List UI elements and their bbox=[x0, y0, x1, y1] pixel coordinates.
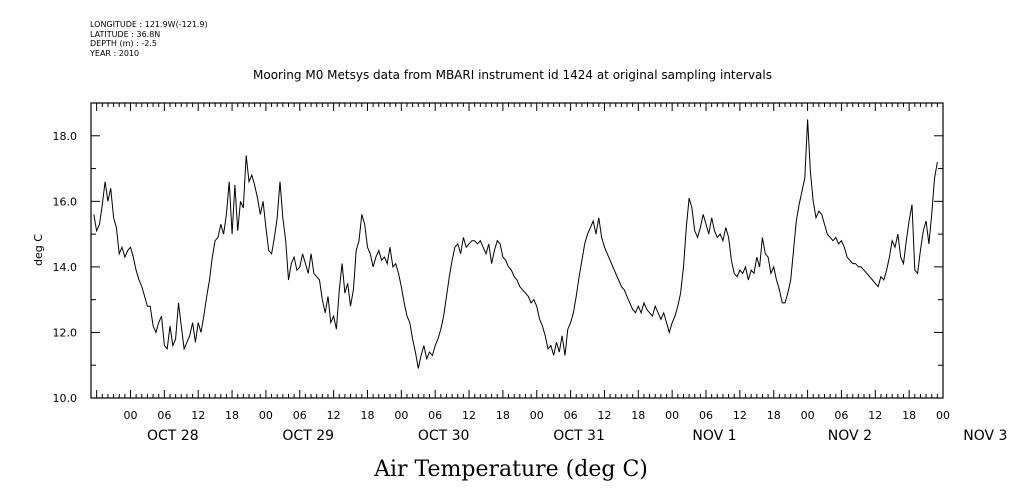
y-tick-labels: 10.0 12.0 14.0 16.0 18.0 bbox=[53, 130, 78, 405]
x-tick-label: 12 bbox=[462, 409, 476, 422]
x-tick-label: 06 bbox=[834, 409, 848, 422]
x-tick-label: 00 bbox=[530, 409, 544, 422]
latitude-text: LATITUDE : 36.8N bbox=[90, 29, 161, 39]
y-axis-title: deg C bbox=[32, 234, 45, 266]
y-tick-label: 18.0 bbox=[53, 130, 78, 143]
depth-text: DEPTH (m) : -2.5 bbox=[90, 39, 157, 48]
axis-ticks bbox=[90, 102, 944, 399]
day-labels: OCT 28 OCT 29 OCT 30 OCT 31 NOV 1 NOV 2 NOV 3 bbox=[147, 428, 1007, 444]
day-label: OCT 30 bbox=[418, 428, 470, 444]
x-tick-label: 06 bbox=[699, 409, 713, 422]
day-label: OCT 29 bbox=[282, 428, 334, 444]
x-tick-label: 18 bbox=[225, 409, 239, 422]
series-line bbox=[93, 119, 938, 369]
day-label: OCT 31 bbox=[553, 428, 605, 444]
x-tick-label: 12 bbox=[733, 409, 747, 422]
x-tick-label: 06 bbox=[564, 409, 578, 422]
x-tick-label: 18 bbox=[496, 409, 510, 422]
longitude-text: LONGITUDE : 121.9W(-121.9) bbox=[90, 20, 208, 29]
y-tick-label: 12.0 bbox=[53, 326, 78, 339]
plot-frame bbox=[90, 102, 944, 399]
chart-title: Mooring M0 Metsys data from MBARI instru… bbox=[253, 68, 772, 82]
x-tick-label: 18 bbox=[902, 409, 916, 422]
x-tick-label: 12 bbox=[868, 409, 882, 422]
x-tick-label: 18 bbox=[631, 409, 645, 422]
day-label: NOV 1 bbox=[692, 428, 736, 444]
x-tick-label: 18 bbox=[767, 409, 781, 422]
x-tick-label: 06 bbox=[428, 409, 442, 422]
year-text: YEAR : 2010 bbox=[90, 48, 140, 58]
x-tick-label: 06 bbox=[157, 409, 171, 422]
x-tick-labels: 00 06 12 18 00 06 12 18 00 06 12 18 00 06 12 18 00 06 12 18… bbox=[123, 409, 950, 422]
x-tick-label: 12 bbox=[327, 409, 341, 422]
x-tick-label: 00 bbox=[665, 409, 679, 422]
x-axis-title: Air Temperature (deg C) bbox=[373, 457, 648, 482]
x-tick-label: 06 bbox=[293, 409, 307, 422]
y-tick-label: 16.0 bbox=[53, 195, 78, 208]
x-tick-label: 00 bbox=[259, 409, 273, 422]
y-tick-label: 10.0 bbox=[53, 392, 78, 405]
x-tick-label: 18 bbox=[360, 409, 374, 422]
x-tick-label: 00 bbox=[394, 409, 408, 422]
x-tick-label: 00 bbox=[123, 409, 137, 422]
metadata-block: LONGITUDE : 121.9W(-121.9) LATITUDE : 36… bbox=[90, 20, 208, 58]
day-label: NOV 3 bbox=[963, 428, 1007, 444]
x-tick-label: 12 bbox=[191, 409, 205, 422]
day-label: OCT 28 bbox=[147, 428, 199, 444]
day-label: NOV 2 bbox=[828, 428, 872, 444]
y-tick-label: 14.0 bbox=[53, 261, 78, 274]
x-tick-label: 12 bbox=[597, 409, 611, 422]
x-tick-label: 00 bbox=[936, 409, 950, 422]
x-tick-label: 00 bbox=[801, 409, 815, 422]
